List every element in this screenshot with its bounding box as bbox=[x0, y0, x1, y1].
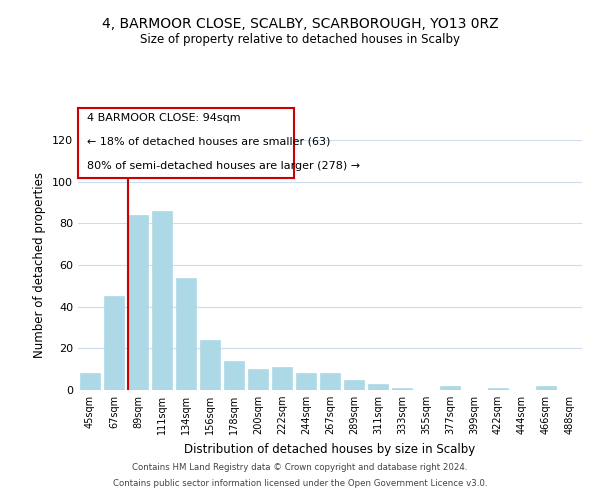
Bar bbox=[128, 215, 148, 390]
Bar bbox=[176, 278, 196, 390]
X-axis label: Distribution of detached houses by size in Scalby: Distribution of detached houses by size … bbox=[184, 442, 476, 456]
Text: ← 18% of detached houses are smaller (63): ← 18% of detached houses are smaller (63… bbox=[86, 137, 330, 147]
Y-axis label: Number of detached properties: Number of detached properties bbox=[34, 172, 46, 358]
Bar bbox=[272, 367, 292, 390]
Text: 4 BARMOOR CLOSE: 94sqm: 4 BARMOOR CLOSE: 94sqm bbox=[86, 113, 240, 123]
Text: 80% of semi-detached houses are larger (278) →: 80% of semi-detached houses are larger (… bbox=[86, 160, 360, 170]
Bar bbox=[296, 374, 316, 390]
Bar bbox=[440, 386, 460, 390]
Bar bbox=[200, 340, 220, 390]
Bar bbox=[320, 374, 340, 390]
Text: Contains public sector information licensed under the Open Government Licence v3: Contains public sector information licen… bbox=[113, 478, 487, 488]
Text: Contains HM Land Registry data © Crown copyright and database right 2024.: Contains HM Land Registry data © Crown c… bbox=[132, 464, 468, 472]
Bar bbox=[152, 211, 172, 390]
Text: Size of property relative to detached houses in Scalby: Size of property relative to detached ho… bbox=[140, 32, 460, 46]
Bar bbox=[104, 296, 124, 390]
Bar bbox=[536, 386, 556, 390]
Bar bbox=[224, 361, 244, 390]
Bar bbox=[248, 369, 268, 390]
Bar bbox=[80, 374, 100, 390]
Text: 4, BARMOOR CLOSE, SCALBY, SCARBOROUGH, YO13 0RZ: 4, BARMOOR CLOSE, SCALBY, SCARBOROUGH, Y… bbox=[101, 18, 499, 32]
Bar bbox=[368, 384, 388, 390]
Bar bbox=[488, 388, 508, 390]
Bar bbox=[392, 388, 412, 390]
Bar bbox=[344, 380, 364, 390]
